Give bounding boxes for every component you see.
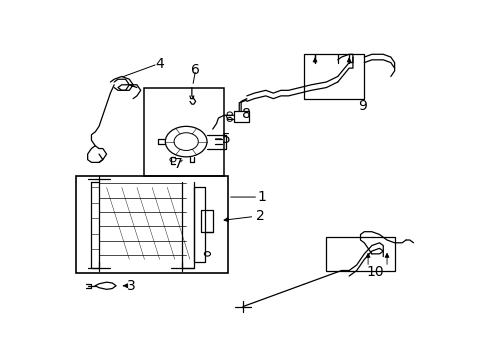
Text: 10: 10 bbox=[366, 265, 384, 279]
Text: 6: 6 bbox=[191, 63, 200, 77]
Bar bbox=[144, 87, 224, 176]
Text: 8: 8 bbox=[242, 107, 251, 121]
Bar bbox=[326, 237, 394, 270]
Text: 4: 4 bbox=[155, 57, 163, 71]
Text: 9: 9 bbox=[357, 99, 366, 113]
Text: 1: 1 bbox=[257, 190, 266, 204]
Text: 5: 5 bbox=[221, 132, 230, 146]
Bar bbox=[303, 54, 364, 99]
Text: 2: 2 bbox=[255, 210, 264, 224]
Bar bbox=[76, 176, 227, 273]
Text: 3: 3 bbox=[126, 279, 135, 293]
Text: 7: 7 bbox=[174, 157, 183, 171]
Bar bbox=[233, 111, 248, 122]
